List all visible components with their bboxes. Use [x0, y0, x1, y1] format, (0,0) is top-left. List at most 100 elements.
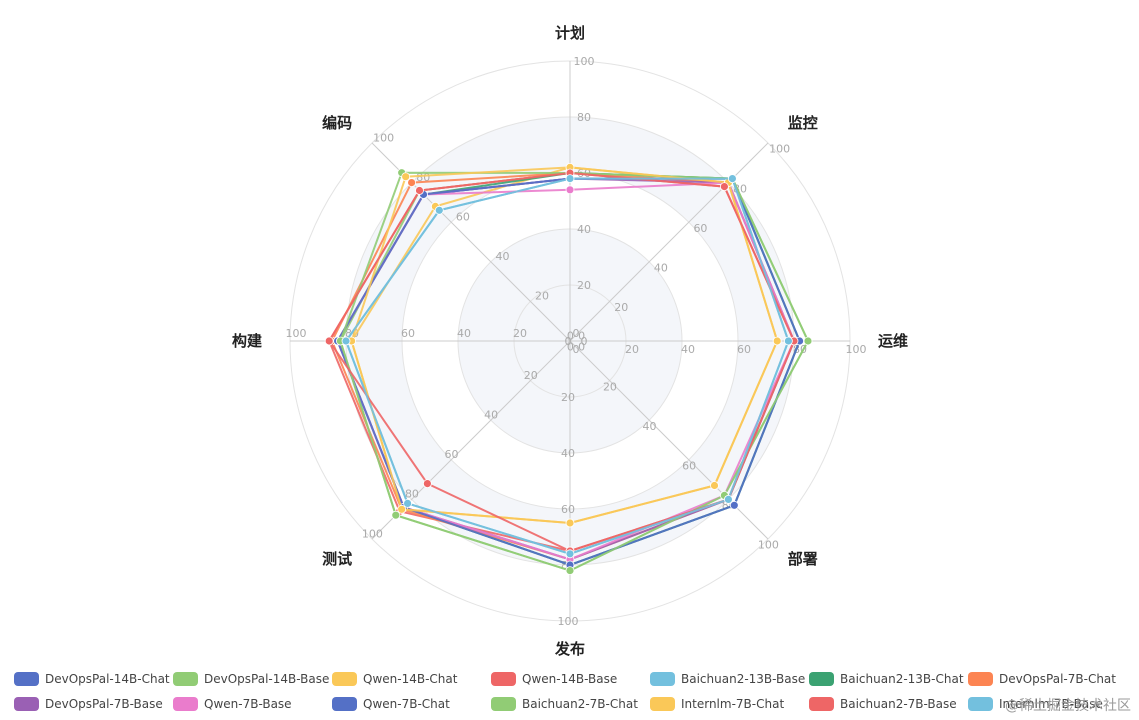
- series-point-internlm-7b-chat-5: [565, 518, 575, 528]
- legend-swatch-baichuan2-7b-chat: [491, 697, 516, 711]
- legend-item-internlm-7b-base[interactable]: Internlm-7B-Base: [968, 697, 1103, 711]
- tick-label-5-0: 0: [565, 335, 572, 348]
- legend-swatch-qwen-14b-base: [491, 672, 516, 686]
- series-point-baichuan2-7b-chat-3: [803, 336, 813, 346]
- series-point-internlm-7b-base-2: [728, 174, 737, 184]
- legend-swatch-baichuan2-13b-chat: [809, 672, 834, 686]
- tick-label-7-60: 60: [401, 327, 415, 340]
- tick-label-1-40: 40: [577, 223, 591, 236]
- legend-label-baichuan2-13b-base: Baichuan2-13B-Base: [681, 672, 805, 686]
- tick-label-6-80: 80: [405, 488, 419, 501]
- tick-label-2-40: 40: [654, 261, 668, 274]
- tick-label-8-20: 20: [535, 290, 549, 303]
- legend-item-internlm-7b-chat[interactable]: Internlm-7B-Chat: [650, 697, 784, 711]
- tick-label-3-60: 60: [737, 343, 751, 356]
- legend-item-devopspal-14b-chat[interactable]: DevOpsPal-14B-Chat: [14, 672, 170, 686]
- tick-label-5-100: 100: [558, 615, 579, 628]
- tick-label-8-0: 0: [578, 329, 585, 342]
- series-point-baichuan2-7b-base-2: [720, 182, 729, 192]
- tick-label-6-60: 60: [445, 448, 459, 461]
- legend-label-baichuan2-7b-chat: Baichuan2-7B-Chat: [522, 697, 638, 711]
- series-point-baichuan2-7b-chat-6: [391, 510, 401, 520]
- legend-swatch-baichuan2-7b-base: [809, 697, 834, 711]
- legend-item-baichuan2-13b-chat[interactable]: Baichuan2-13B-Chat: [809, 672, 964, 686]
- legend-swatch-devopspal-14b-chat: [14, 672, 39, 686]
- tick-label-4-0: 0: [567, 341, 574, 354]
- legend-item-baichuan2-7b-chat[interactable]: Baichuan2-7B-Chat: [491, 697, 638, 711]
- legend-swatch-internlm-7b-base: [968, 697, 993, 711]
- series-point-internlm-7b-chat-3: [772, 336, 782, 346]
- series-baichuan2-7b-chat: [335, 168, 813, 575]
- axis-name-5: 发布: [554, 640, 585, 658]
- axis-name-6: 测试: [322, 550, 352, 568]
- series-point-qwen-7b-chat-4: [729, 500, 739, 510]
- series-point-qwen-7b-base-1: [565, 185, 575, 195]
- series-point-internlm-7b-chat-4: [710, 481, 719, 490]
- series-point-internlm-7b-chat-6: [397, 504, 407, 514]
- tick-label-8-100: 100: [373, 131, 394, 144]
- legend-item-devopspal-14b-base[interactable]: DevOpsPal-14B-Base: [173, 672, 329, 686]
- tick-label-1-20: 20: [577, 279, 591, 292]
- series-point-internlm-7b-base-5: [565, 549, 575, 559]
- legend-item-baichuan2-13b-base[interactable]: Baichuan2-13B-Base: [650, 672, 805, 686]
- tick-label-2-0: 0: [578, 341, 585, 354]
- watermark: @稀土掘金技术社区: [1005, 698, 1131, 714]
- tick-label-4-100: 100: [758, 539, 779, 552]
- axis-name-1: 计划: [555, 24, 585, 42]
- tick-label-7-20: 20: [513, 327, 527, 340]
- legend-item-baichuan2-7b-base[interactable]: Baichuan2-7B-Base: [809, 697, 957, 711]
- tick-label-5-20: 20: [561, 391, 575, 404]
- legend-label-internlm-7b-chat: Internlm-7B-Chat: [681, 697, 784, 711]
- legend-label-devopspal-14b-base: DevOpsPal-14B-Base: [204, 672, 329, 686]
- tick-label-4-60: 60: [682, 459, 696, 472]
- tick-label-6-20: 20: [524, 369, 538, 382]
- tick-label-6-0: 0: [567, 329, 574, 342]
- series-point-internlm-7b-base-8: [434, 205, 444, 215]
- legend-label-qwen-7b-chat: Qwen-7B-Chat: [363, 697, 450, 711]
- tick-label-3-100: 100: [846, 343, 867, 356]
- tick-label-8-40: 40: [495, 250, 509, 263]
- legend-item-devopspal-7b-base[interactable]: DevOpsPal-7B-Base: [14, 697, 163, 711]
- legend-item-qwen-14b-base[interactable]: Qwen-14B-Base: [491, 672, 617, 686]
- legend-swatch-internlm-7b-chat: [650, 697, 675, 711]
- legend-label-devopspal-7b-base: DevOpsPal-7B-Base: [45, 697, 163, 711]
- legend-label-qwen-14b-chat: Qwen-14B-Chat: [363, 672, 458, 686]
- tick-label-8-60: 60: [456, 211, 470, 224]
- series-point-internlm-7b-base-6: [403, 498, 413, 508]
- legend-item-devopspal-7b-chat[interactable]: DevOpsPal-7B-Chat: [968, 672, 1116, 686]
- legend-item-qwen-7b-chat[interactable]: Qwen-7B-Chat: [332, 697, 450, 711]
- tick-label-7-40: 40: [457, 327, 471, 340]
- axis-name-4: 部署: [788, 550, 818, 568]
- axis-name-7: 构建: [232, 332, 263, 350]
- legend-swatch-devopspal-14b-base: [173, 672, 198, 686]
- legend-label-devopspal-14b-chat: DevOpsPal-14B-Chat: [45, 672, 170, 686]
- tick-label-1-0: 0: [581, 335, 588, 348]
- series-point-internlm-7b-base-4: [724, 494, 733, 504]
- legend-item-qwen-7b-base[interactable]: Qwen-7B-Base: [173, 697, 292, 711]
- series-internlm-7b-base: [341, 174, 793, 559]
- legend-swatch-devopspal-7b-base: [14, 697, 39, 711]
- legend-swatch-qwen-7b-base: [173, 697, 198, 711]
- tick-label-3-0: 0: [573, 343, 580, 356]
- series-point-baichuan2-7b-base-6: [422, 479, 432, 489]
- series-point-devopspal-7b-chat-8: [407, 178, 417, 188]
- legend-swatch-qwen-14b-chat: [332, 672, 357, 686]
- legend: DevOpsPal-14B-Chat DevOpsPal-14B-Base Qwen…: [14, 672, 1116, 711]
- series-point-internlm-7b-base-1: [565, 174, 575, 184]
- tick-label-7-100: 100: [286, 327, 307, 340]
- legend-swatch-qwen-7b-chat: [332, 697, 357, 711]
- tick-label-7-0: 0: [573, 327, 580, 340]
- legend-item-qwen-14b-chat[interactable]: Qwen-14B-Chat: [332, 672, 458, 686]
- legend-label-devopspal-7b-chat: DevOpsPal-7B-Chat: [999, 672, 1116, 686]
- legend-label-baichuan2-13b-chat: Baichuan2-13B-Chat: [840, 672, 964, 686]
- tick-label-4-20: 20: [603, 380, 617, 393]
- tick-label-6-40: 40: [484, 409, 498, 422]
- legend-swatch-devopspal-7b-chat: [968, 672, 993, 686]
- tick-label-1-100: 100: [574, 55, 595, 68]
- tick-label-3-20: 20: [625, 343, 639, 356]
- tick-label-2-100: 100: [769, 143, 790, 156]
- tick-label-1-80: 80: [577, 111, 591, 124]
